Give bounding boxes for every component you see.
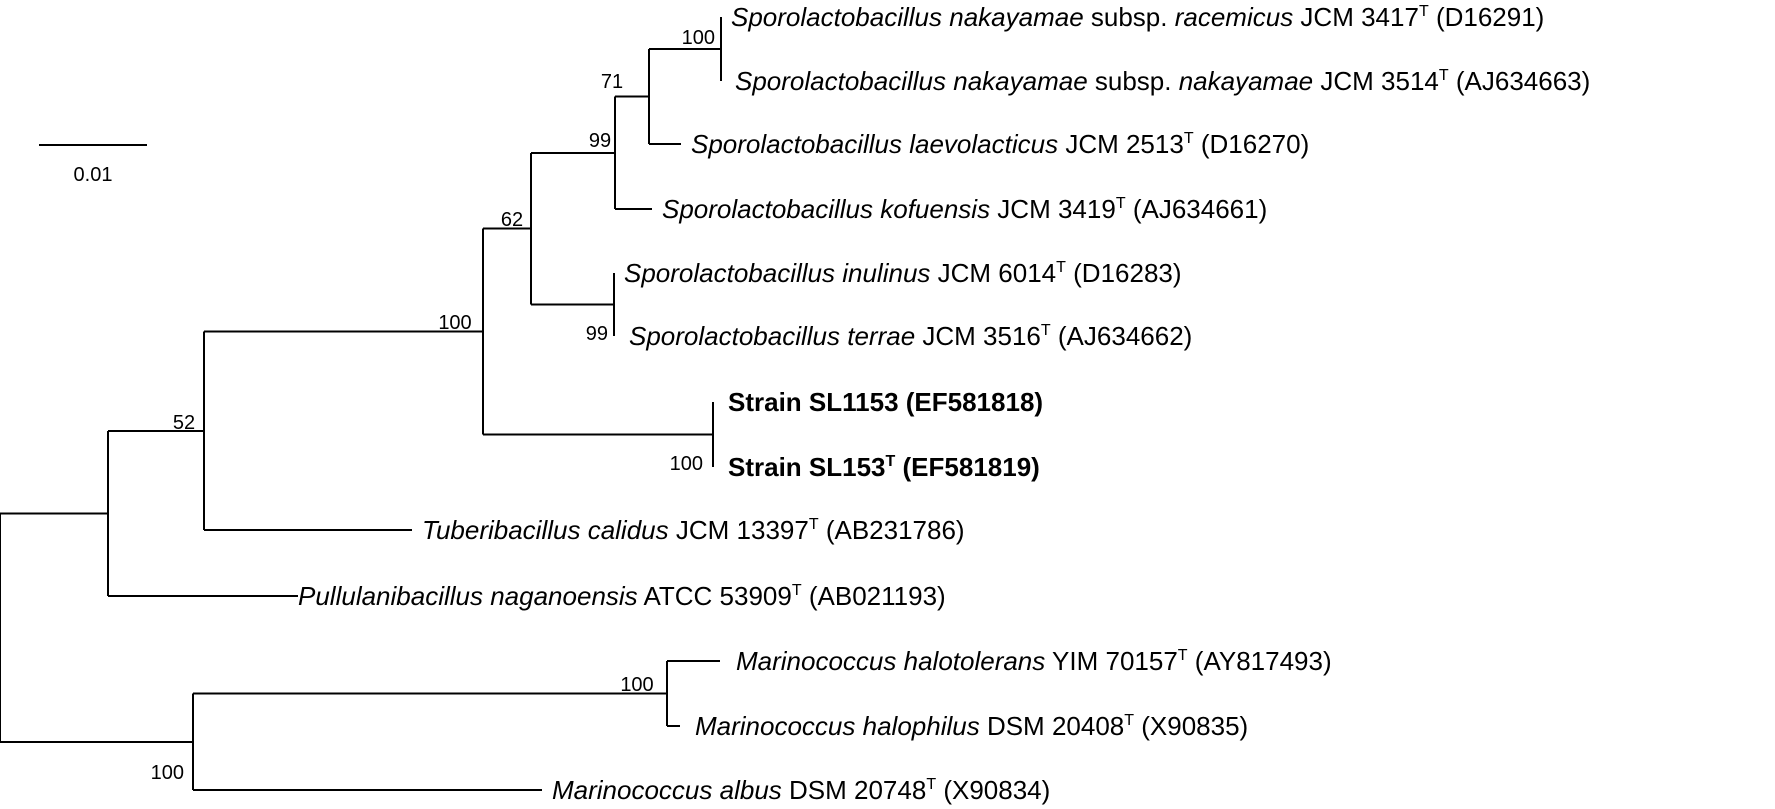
taxon-label-part: T (1178, 647, 1188, 664)
taxon-label-part: subsp. (1088, 66, 1179, 96)
taxon-label-tub: Tuberibacillus calidus JCM 13397T (AB231… (422, 515, 965, 545)
bootstrap-value-n-mar2: 100 (151, 762, 184, 784)
scale-bar-label: 0.01 (74, 164, 113, 186)
taxon-label-part: (AB231786) (819, 515, 965, 545)
bootstrap-value-n-sl: 100 (670, 453, 703, 475)
taxon-label-pul: Pullulanibacillus naganoensis ATCC 53909… (298, 581, 946, 611)
taxon-label-part: Tuberibacillus calidus (422, 515, 669, 545)
taxon-label-part: Sporolactobacillus nakayamae (731, 2, 1084, 32)
taxon-label-part: T (1041, 322, 1051, 339)
taxon-label-part: YIM 70157 (1045, 646, 1178, 676)
taxon-label-part: (D16291) (1429, 2, 1545, 32)
taxon-label-part: (AJ634663) (1449, 66, 1591, 96)
taxon-label-s-nak-rac: Sporolactobacillus nakayamae subsp. race… (731, 2, 1544, 32)
taxon-label-part: Strain SL153 (728, 452, 886, 482)
taxon-label-mhaloph: Marinococcus halophilus DSM 20408T (X908… (695, 711, 1248, 741)
taxon-label-part: Sporolactobacillus terrae (629, 321, 915, 351)
taxon-label-part: T (809, 516, 819, 533)
taxon-label-part: (EF581819) (895, 452, 1040, 482)
bootstrap-value-n-52: 52 (173, 412, 195, 434)
taxon-label-part: DSM 20408 (980, 711, 1125, 741)
taxon-label-part: T (1419, 3, 1429, 20)
taxon-label-part: Pullulanibacillus naganoensis (298, 581, 638, 611)
taxon-label-part: Sporolactobacillus inulinus (624, 258, 930, 288)
taxon-labels: Sporolactobacillus nakayamae subsp. race… (298, 2, 1590, 805)
taxon-label-part: Strain SL1153 (EF581818) (728, 387, 1043, 417)
taxon-label-part: (X90834) (936, 775, 1050, 805)
taxon-label-part: nakayamae (1179, 66, 1313, 96)
bootstrap-value-n-71: 71 (601, 71, 623, 93)
taxon-label-s-inu: Sporolactobacillus inulinus JCM 6014T (D… (624, 258, 1182, 288)
taxon-label-part: (AY817493) (1188, 646, 1332, 676)
taxon-label-part: JCM 3514 (1313, 66, 1439, 96)
taxon-label-part: DSM 20748 (782, 775, 927, 805)
tree-branches (0, 17, 722, 791)
taxon-label-part: (D16283) (1066, 258, 1182, 288)
taxon-label-part: Marinococcus albus (552, 775, 782, 805)
taxon-label-part: JCM 3516 (915, 321, 1041, 351)
bootstrap-value-n-99a: 99 (589, 130, 611, 152)
taxon-label-part: racemicus (1175, 2, 1293, 32)
taxon-label-part: JCM 13397 (669, 515, 809, 545)
taxon-label-mhalot: Marinococcus halotolerans YIM 70157T (AY… (736, 646, 1332, 676)
taxon-label-part: ATCC 53909 (638, 581, 792, 611)
taxon-label-part: Sporolactobacillus laevolacticus (691, 129, 1058, 159)
taxon-label-part: JCM 2513 (1058, 129, 1184, 159)
bootstrap-value-n-spo: 100 (438, 312, 471, 334)
taxon-label-part: T (1116, 195, 1126, 212)
taxon-label-s-nak-nak: Sporolactobacillus nakayamae subsp. naka… (735, 66, 1590, 96)
bootstrap-value-n-mar: 100 (620, 674, 653, 696)
taxon-label-s-laev: Sporolactobacillus laevolacticus JCM 251… (691, 129, 1309, 159)
taxon-label-s-kof: Sporolactobacillus kofuensis JCM 3419T (… (662, 194, 1267, 224)
taxon-label-sl153: Strain SL153T (EF581819) (728, 452, 1040, 482)
taxon-label-part: JCM 3417 (1293, 2, 1419, 32)
taxon-label-part: (D16270) (1194, 129, 1310, 159)
bootstrap-values: 100 71 99 62 99 100 100 52 100 100 (151, 27, 715, 784)
bootstrap-value-n-99b: 99 (586, 323, 608, 345)
taxon-label-part: JCM 3419 (990, 194, 1116, 224)
taxon-label-part: (X90835) (1134, 711, 1248, 741)
taxon-label-part: T (886, 453, 896, 470)
scale-bar: 0.01 (39, 144, 147, 186)
taxon-label-part: (AJ634661) (1126, 194, 1268, 224)
taxon-label-part: (AJ634662) (1051, 321, 1193, 351)
bootstrap-value-n-nak: 100 (682, 27, 715, 49)
taxon-label-malb: Marinococcus albus DSM 20748T (X90834) (552, 775, 1050, 805)
taxon-label-part: Marinococcus halophilus (695, 711, 980, 741)
taxon-label-part: T (1124, 712, 1134, 729)
bootstrap-value-n-62: 62 (501, 209, 523, 231)
taxon-label-part: T (792, 582, 802, 599)
taxon-label-part: Sporolactobacillus nakayamae (735, 66, 1088, 96)
taxon-label-part: Marinococcus halotolerans (736, 646, 1045, 676)
taxon-label-s-ter: Sporolactobacillus terrae JCM 3516T (AJ6… (629, 321, 1192, 351)
taxon-label-part: Sporolactobacillus kofuensis (662, 194, 990, 224)
taxon-label-part: T (1056, 259, 1066, 276)
taxon-label-part: T (1439, 67, 1449, 84)
taxon-label-part: JCM 6014 (930, 258, 1056, 288)
taxon-label-part: T (926, 776, 936, 793)
taxon-label-part: subsp. (1084, 2, 1175, 32)
taxon-label-sl1153: Strain SL1153 (EF581818) (728, 387, 1043, 417)
taxon-label-part: T (1184, 130, 1194, 147)
taxon-label-part: (AB021193) (802, 581, 946, 611)
